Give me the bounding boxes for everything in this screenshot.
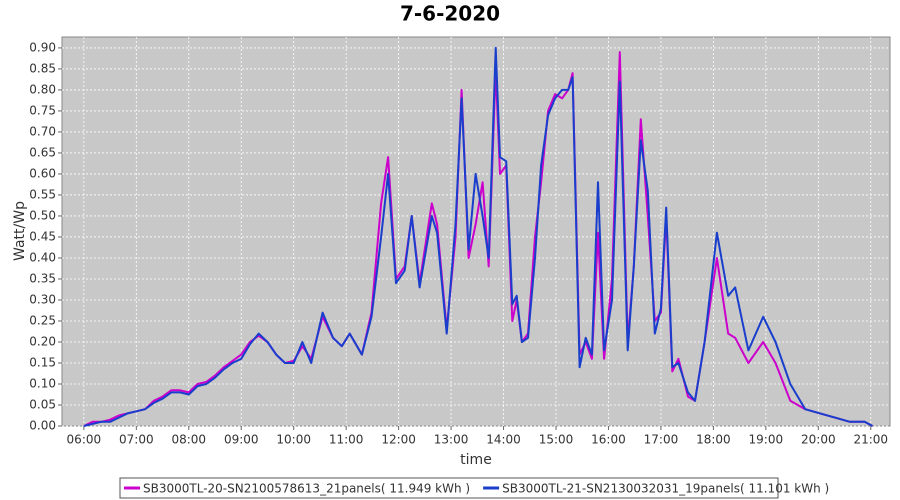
y-tick-label: 0.65 [29,145,56,159]
x-tick-label: 16:00 [591,433,626,447]
x-tick-label: 17:00 [644,433,679,447]
y-tick-label: 0.05 [29,397,56,411]
y-tick-label: 0.70 [29,124,56,138]
x-tick-label: 08:00 [171,433,206,447]
x-tick-label: 20:00 [801,433,836,447]
y-tick-label: 0.55 [29,187,56,201]
x-tick-label: 07:00 [119,433,154,447]
y-axis-label: Watt/Wp [12,201,28,261]
y-tick-label: 0.20 [29,334,56,348]
plot-area [61,36,891,427]
y-tick-label: 0.10 [29,376,56,390]
y-tick-label: 0.80 [29,82,56,96]
x-tick-label: 19:00 [749,433,784,447]
y-tick-label: 0.60 [29,166,56,180]
x-tick-label: 18:00 [696,433,731,447]
series-line [83,46,873,427]
x-tick-label: 14:00 [486,433,521,447]
x-tick-label: 15:00 [539,433,574,447]
y-tick-label: 0.15 [29,355,56,369]
legend-label: SB3000TL-20-SN2100578613_21panels( 11.94… [143,482,470,496]
x-tick-label: 11:00 [329,433,364,447]
x-tick-label: 13:00 [434,433,469,447]
x-tick-label: 10:00 [276,433,311,447]
y-tick-label: 0.85 [29,61,56,75]
chart-title: 7-6-2020 [400,2,500,26]
y-tick-label: 0.00 [29,419,56,433]
y-tick-label: 0.35 [29,271,56,285]
legend-label: SB3000TL-21-SN2130032031_19panels( 11.10… [502,482,829,496]
x-tick-label: 21:00 [853,433,888,447]
x-tick-label: 06:00 [67,433,102,447]
y-tick-label: 0.45 [29,229,56,243]
y-tick-label: 0.30 [29,292,56,306]
y-tick-label: 0.75 [29,103,56,117]
y-tick-label: 0.40 [29,250,56,264]
x-axis-label: time [460,452,492,468]
y-tick-label: 0.50 [29,208,56,222]
y-tick-label: 0.25 [29,313,56,327]
x-tick-label: 09:00 [224,433,259,447]
x-tick-label: 12:00 [381,433,416,447]
legend [119,477,779,499]
y-tick-label: 0.90 [29,40,56,54]
